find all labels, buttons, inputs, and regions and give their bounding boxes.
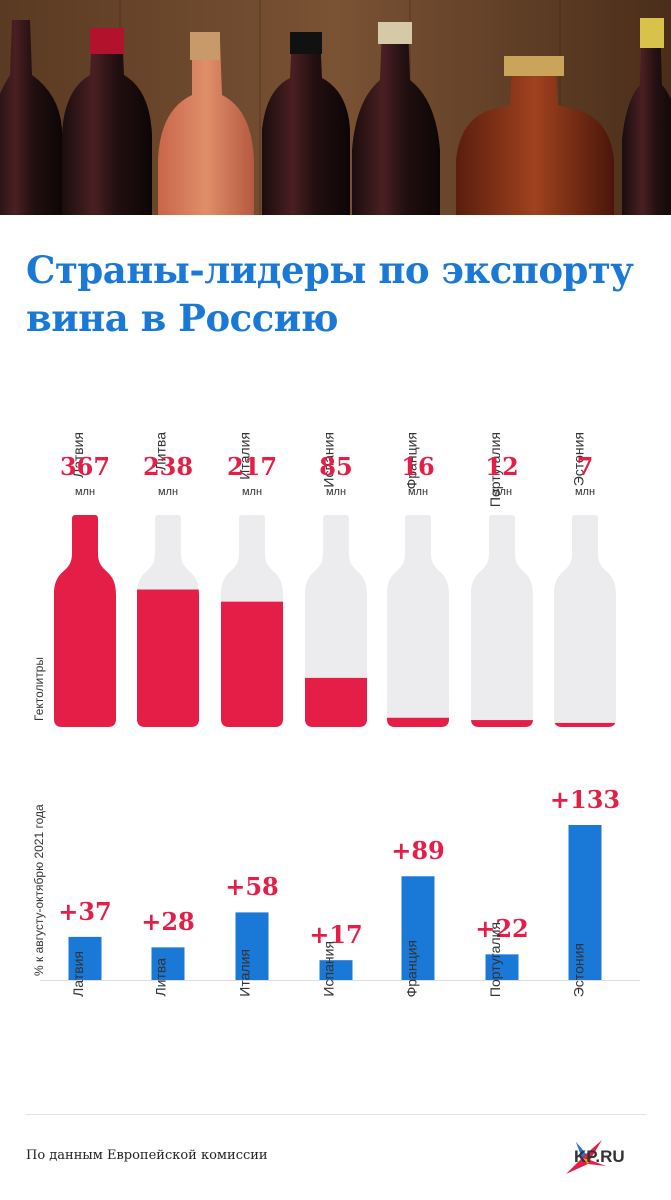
title-line-2: вина в Россию bbox=[26, 296, 339, 340]
growth-category-label: Испания bbox=[320, 941, 337, 997]
growth-value-label: +17 bbox=[309, 920, 363, 950]
bottle-shape bbox=[471, 515, 533, 727]
growth-value-label: +28 bbox=[141, 907, 195, 937]
volume-value-label: 217 bbox=[226, 452, 278, 481]
bottle-shape bbox=[305, 515, 367, 727]
growth-value-label: +58 bbox=[225, 872, 279, 902]
growth-category-label: Италия bbox=[236, 949, 253, 997]
growth-bar bbox=[151, 947, 185, 980]
volume-unit-label: млн bbox=[157, 486, 179, 498]
growth-value-label: +133 bbox=[549, 785, 621, 814]
volume-bar bbox=[387, 717, 449, 727]
growth-bar-chart bbox=[40, 825, 640, 981]
volume-unit-label: млн bbox=[325, 486, 347, 498]
growth-bar bbox=[401, 876, 435, 980]
kp-logo-icon bbox=[566, 1140, 606, 1174]
volume-value-label: 85 bbox=[319, 452, 353, 481]
growth-category-label: Латвия bbox=[69, 951, 86, 997]
title-line-1: Страны-лидеры по экспорту bbox=[26, 248, 634, 292]
bottles-photo-banner bbox=[0, 0, 671, 215]
volume-bar bbox=[305, 677, 367, 727]
growth-bar bbox=[235, 912, 269, 980]
growth-category-label: Эстония bbox=[570, 943, 587, 998]
volume-bar bbox=[54, 515, 116, 727]
bottle-shape bbox=[554, 515, 616, 727]
growth-category-label: Франция bbox=[403, 940, 420, 998]
volume-bar bbox=[221, 601, 283, 727]
growth-category-label: Литва bbox=[152, 958, 169, 997]
source-note: По данным Европейской комиссии bbox=[26, 1148, 268, 1163]
growth-value-label: +37 bbox=[58, 896, 112, 926]
growth-axis-title: % к августу-октябрю 2021 года bbox=[32, 804, 46, 976]
footer-divider bbox=[26, 1114, 646, 1115]
volume-value-label: 367 bbox=[59, 452, 111, 481]
growth-bar bbox=[68, 936, 102, 980]
volume-bottle-bars bbox=[54, 515, 616, 727]
volume-value-label: 12 bbox=[485, 452, 519, 481]
kp-logo-text: KP.RU bbox=[574, 1147, 625, 1166]
growth-value-label: +22 bbox=[475, 914, 529, 944]
growth-value-label: +89 bbox=[391, 836, 445, 866]
growth-bar bbox=[319, 960, 353, 980]
growth-bar bbox=[485, 954, 519, 980]
volume-value-label: 238 bbox=[142, 452, 194, 481]
volume-unit-label: млн bbox=[74, 486, 96, 498]
volume-bar bbox=[554, 722, 616, 727]
chart-title: Страны-лидеры по экспорту вина в Россию bbox=[26, 246, 656, 342]
volume-unit-label: млн bbox=[491, 486, 513, 498]
growth-category-label: Португалия bbox=[487, 922, 504, 998]
volume-value-label: 7 bbox=[576, 452, 594, 481]
volume-unit-label: млн bbox=[574, 486, 596, 498]
volume-bar bbox=[137, 589, 199, 727]
volume-value-label: 16 bbox=[401, 452, 435, 481]
volume-unit-label: млн bbox=[241, 486, 263, 498]
volume-bar bbox=[471, 720, 533, 727]
volume-axis-title: Гектолитры bbox=[32, 656, 46, 721]
volume-unit-label: млн bbox=[407, 486, 429, 498]
bottle-shape bbox=[387, 515, 449, 727]
growth-bar bbox=[568, 825, 602, 980]
